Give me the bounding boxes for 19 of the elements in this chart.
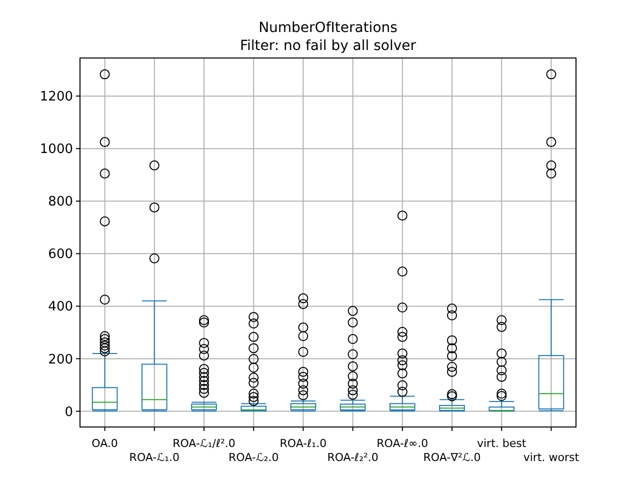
y-tick-label: 1000	[40, 142, 73, 158]
x-tick-label: OA.0	[92, 437, 118, 450]
x-tick-label: ROA-ℒ₁/ℓ².0	[172, 437, 236, 450]
x-tick-label: ROA-ℓ₂².0	[327, 451, 378, 464]
x-tick-label: ROA-ℒ₂.0	[228, 451, 279, 464]
x-tick-label: virt. worst	[523, 451, 580, 464]
y-tick-label: 600	[48, 247, 73, 262]
y-tick-label: 200	[48, 352, 73, 368]
x-tick-label: ROA-∇²ℒ.0	[423, 451, 481, 464]
y-tick-label: 0	[64, 404, 73, 420]
x-tick-label: ROA-ℓ₁.0	[280, 437, 327, 450]
chart-subtitle: Filter: no fail by all solver	[240, 38, 416, 54]
y-tick-label: 800	[48, 194, 73, 210]
x-tick-label: ROA-ℓ∞.0	[376, 437, 428, 450]
x-tick-label: virt. best	[477, 437, 527, 450]
y-tick-label: 1200	[40, 90, 73, 105]
y-tick-label: 400	[48, 300, 73, 315]
x-tick-label: ROA-ℒ₁.0	[129, 451, 180, 464]
chart-title: NumberOfIterations	[258, 20, 398, 36]
